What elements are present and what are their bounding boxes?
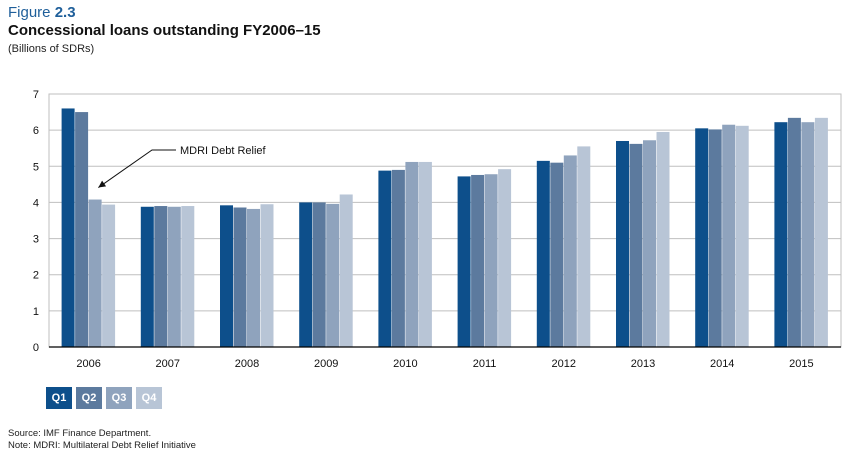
bar-2011-q2: [471, 174, 485, 347]
bar-chart: 0 1 2 3 4 5 6 7 2006 2007 2008 2009 2010 2011 2012 2013…: [33, 89, 842, 370]
bar-2013-q1: [616, 140, 629, 347]
bar-2012-q3: [563, 155, 577, 347]
bar-2013-q3: [643, 140, 656, 347]
bar-2014-q3: [722, 124, 736, 347]
bar-2009-q2: [312, 202, 326, 347]
y-tick-label-4: 4: [33, 197, 39, 209]
bar-2008-q1: [220, 205, 233, 347]
figure-label: Figure 2.3: [8, 4, 76, 21]
bar-2012-q4: [577, 146, 591, 347]
bar-2015-q2: [787, 117, 801, 348]
y-tick-label-1: 1: [33, 306, 39, 318]
bar-2008-q4: [260, 204, 274, 347]
x-tick-label-2012: 2012: [552, 358, 576, 370]
y-tick-label-6: 6: [33, 125, 39, 137]
mdri-note: Note: MDRI: Multilateral Debt Relief Ini…: [8, 440, 196, 451]
bar-2006-q2: [75, 112, 89, 347]
x-tick-label-2008: 2008: [235, 358, 259, 370]
y-tick-label-0: 0: [33, 342, 39, 354]
chart-title: Concessional loans outstanding FY2006–15: [8, 22, 321, 39]
y-tick-label-3: 3: [33, 234, 39, 246]
bar-2008-q3: [247, 208, 260, 347]
bar-2011-q1: [457, 176, 471, 347]
bar-2013-q4: [656, 131, 670, 347]
bar-2014-q1: [695, 128, 709, 347]
bar-2011-q4: [498, 169, 512, 347]
x-tick-label-2006: 2006: [76, 358, 100, 370]
bar-2015-q1: [774, 122, 788, 347]
x-tick-label-2007: 2007: [156, 358, 180, 370]
legend-item-q2: Q2: [76, 387, 102, 409]
bar-2010-q1: [378, 170, 392, 347]
bar-2009-q3: [326, 203, 340, 347]
bar-2008-q2: [233, 207, 247, 347]
x-tick-label-2010: 2010: [393, 358, 417, 370]
x-tick-label-2011: 2011: [473, 358, 497, 370]
bar-2007-q1: [140, 206, 154, 347]
bar-2010-q4: [418, 161, 432, 347]
bar-2012-q1: [536, 160, 550, 347]
bar-2010-q3: [405, 161, 419, 347]
y-tick-label-2: 2: [33, 270, 39, 282]
bar-2012-q2: [550, 162, 564, 347]
footnotes: Source: IMF Finance Department. Note: MD…: [8, 428, 196, 452]
bar-2014-q4: [735, 125, 749, 347]
x-tick-label-2015: 2015: [789, 358, 813, 370]
bar-2015-q3: [801, 122, 815, 347]
legend-item-q4: Q4: [136, 387, 162, 409]
legend-item-q1: Q1: [46, 387, 72, 409]
source-note: Source: IMF Finance Department.: [8, 428, 152, 439]
legend-item-q3: Q3: [106, 387, 132, 409]
annotation-leader-line: [98, 149, 176, 188]
bar-2006-q1: [61, 108, 75, 347]
chart-subtitle: (Billions of SDRs): [8, 43, 95, 55]
annotation-arrowhead: [98, 180, 107, 188]
bar-2007-q3: [167, 206, 181, 347]
x-tick-label-2014: 2014: [710, 358, 734, 370]
bar-2011-q3: [484, 174, 498, 347]
x-tick-label-2009: 2009: [314, 358, 338, 370]
x-tick-label-2013: 2013: [631, 358, 655, 370]
bar-2013-q2: [629, 143, 643, 347]
bar-2007-q4: [181, 206, 195, 347]
y-tick-label-7: 7: [33, 89, 39, 101]
legend: Q1 Q2 Q3 Q4: [46, 387, 162, 409]
bar-2007-q2: [154, 206, 168, 347]
bar-2009-q1: [299, 202, 313, 347]
bar-2014-q2: [708, 129, 722, 347]
bar-2015-q4: [814, 117, 828, 348]
bar-2009-q4: [339, 194, 353, 347]
y-tick-label-5: 5: [33, 161, 39, 173]
figure-label-prefix: Figure: [8, 4, 51, 21]
bar-2006-q4: [102, 204, 116, 347]
bar-2010-q2: [391, 169, 405, 347]
annotation-label: MDRI Debt Relief: [180, 145, 267, 157]
bar-2006-q3: [88, 199, 102, 347]
figure-number: 2.3: [54, 4, 76, 21]
